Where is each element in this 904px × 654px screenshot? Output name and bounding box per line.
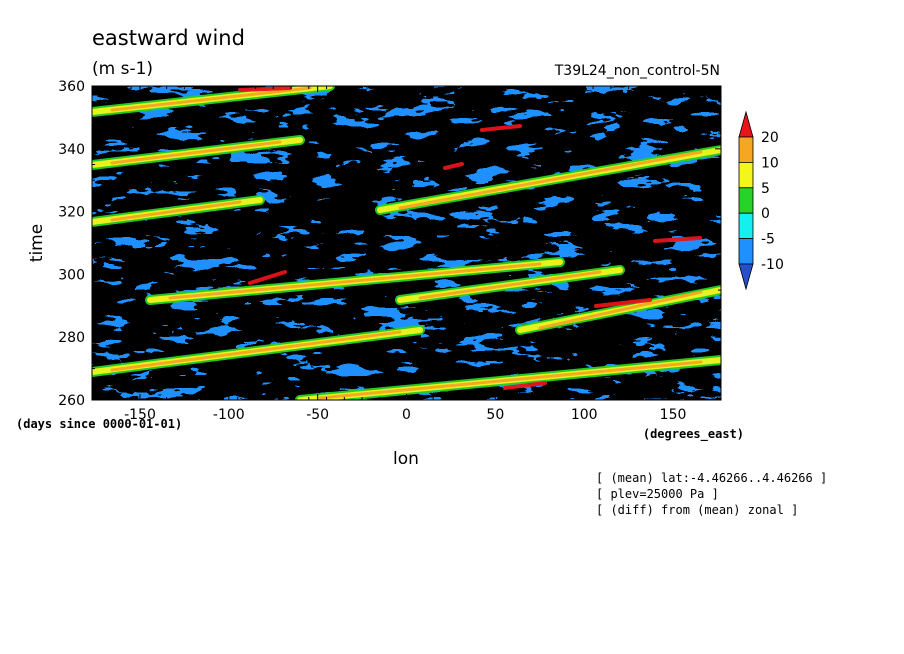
x-tick-label: -150 [124,407,156,423]
streak-red [238,86,292,92]
y-axis: 260 280 300 320 340 360 [58,79,721,409]
plot-notes: [ (mean) lat:-4.46266..4.46266 ] [ plev=… [596,471,827,517]
x-axis-label: lon [393,449,419,469]
x-tick-label: 150 [660,407,687,423]
colorbar-swatch [738,238,754,265]
streak-orange [318,360,703,400]
colorbar-swatch [738,187,754,214]
colorbar-swatch [738,136,754,163]
chart-title: eastward wind [92,26,245,50]
note-diff: [ (diff) from (mean) zonal ] [596,503,798,517]
note-lat: [ (mean) lat:-4.46266..4.46266 ] [596,471,827,485]
colorbar-label: 0 [761,206,770,222]
run-name: T39L24_non_control-5N [554,63,720,79]
x-axis-units: (degrees_east) [643,427,744,442]
streak-red [653,236,702,243]
streak-red [594,298,652,308]
streak-red [480,124,522,132]
colorbar-bottom-arrow [738,263,754,291]
y-tick-label: 340 [58,142,85,158]
streak-orange [110,140,282,165]
streak-orange [110,200,242,222]
x-tick-label: 100 [571,407,598,423]
y-axis-label: time [27,224,47,262]
colorbar-label: -5 [761,232,775,248]
x-tick-label: -50 [306,407,329,423]
colorbar-swatch [738,212,754,239]
y-tick-label: 360 [58,79,85,95]
note-plev: [ plev=25000 Pa ] [596,487,719,501]
streak-orange [398,150,703,210]
streak-orange [418,270,602,300]
y-tick-label: 260 [58,393,85,409]
colorbar-label: 20 [761,130,779,146]
x-tick-label: -100 [213,407,245,423]
x-tick-label: 50 [486,407,504,423]
colorbar-label: 10 [761,155,779,171]
streak-red [443,162,464,170]
streak-red [248,270,287,285]
colorbar-top-arrow [738,110,754,138]
colorbar: 20 10 5 0 -5 -10 [738,110,784,291]
colorbar-label: 5 [761,181,770,197]
heatmap-field [92,86,721,400]
streak-orange [538,290,703,330]
streak-orange [168,262,542,300]
y-tick-label: 300 [58,267,85,283]
field-layer-green [92,86,721,400]
chart-units: (m s-1) [92,59,153,79]
streak-orange [110,86,312,112]
y-tick-label: 320 [58,205,85,221]
colorbar-label: -10 [761,257,784,273]
x-tick-label: 0 [402,407,411,423]
y-tick-label: 280 [58,330,85,346]
colorbar-swatch [738,161,754,189]
streak-orange [110,330,402,372]
streak-red [503,381,547,390]
y-axis-units: (days since 0000-01-01) [16,417,182,431]
